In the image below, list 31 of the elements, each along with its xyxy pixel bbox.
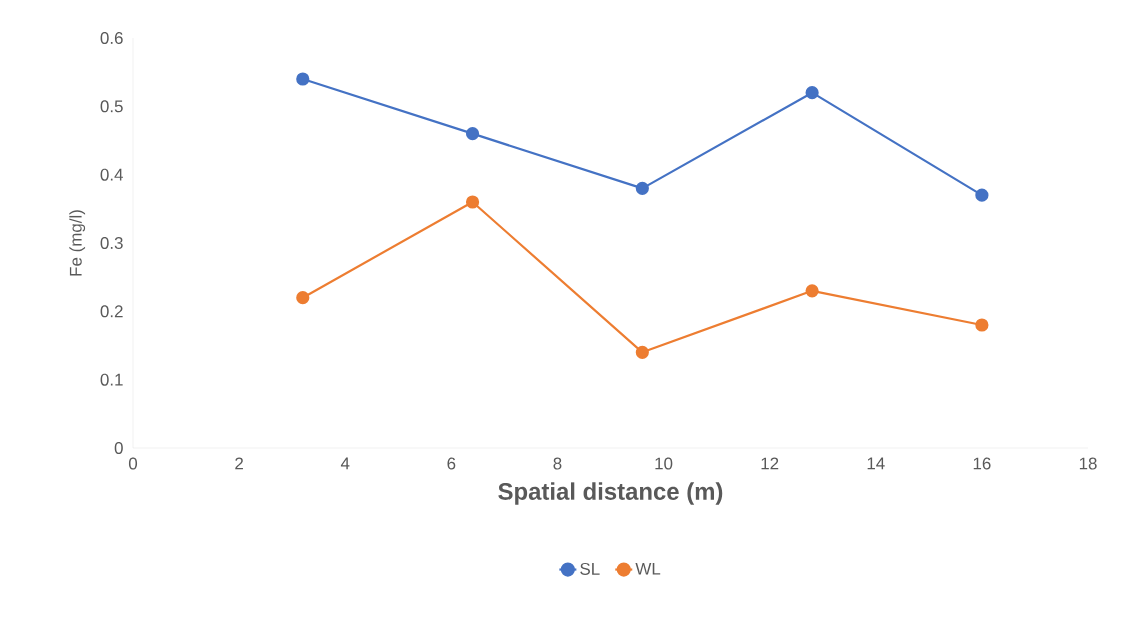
point bbox=[805, 86, 819, 100]
x-tick-label: 4 bbox=[340, 457, 350, 470]
x-tick-label: 14 bbox=[867, 457, 885, 470]
y-tick-label: 0.4 bbox=[100, 168, 123, 181]
point bbox=[975, 188, 989, 202]
x-tick-label: 10 bbox=[655, 457, 673, 470]
point bbox=[805, 284, 819, 298]
x-tick-label: 16 bbox=[973, 457, 991, 470]
point bbox=[635, 345, 649, 359]
x-tick-label: 0 bbox=[128, 457, 138, 470]
x-tick-label: 2 bbox=[235, 457, 243, 470]
x-tick-label: 8 bbox=[553, 457, 562, 470]
y-tick-label: 0.2 bbox=[100, 305, 123, 318]
point bbox=[465, 127, 480, 141]
y-tick-label: 0.1 bbox=[100, 373, 123, 386]
point bbox=[465, 195, 480, 209]
point bbox=[296, 291, 310, 305]
legend-label: SL bbox=[580, 562, 600, 575]
point bbox=[635, 181, 649, 195]
y-tick-label: 0.3 bbox=[100, 237, 123, 249]
x-tick-label: 18 bbox=[1079, 457, 1097, 470]
legend-label: WL bbox=[635, 562, 661, 575]
y-tick-label: 0.6 bbox=[100, 32, 123, 44]
point bbox=[296, 72, 310, 86]
y-tick-label: 0 bbox=[114, 442, 123, 454]
x-axis-title: Spatial distance (m) bbox=[498, 482, 723, 505]
point bbox=[975, 318, 989, 332]
y-tick-label: 0.5 bbox=[100, 100, 123, 113]
x-tick-label: 6 bbox=[447, 457, 456, 470]
y-axis-title: Fe (mg/l) bbox=[69, 210, 86, 276]
x-tick-label: 12 bbox=[761, 457, 779, 470]
